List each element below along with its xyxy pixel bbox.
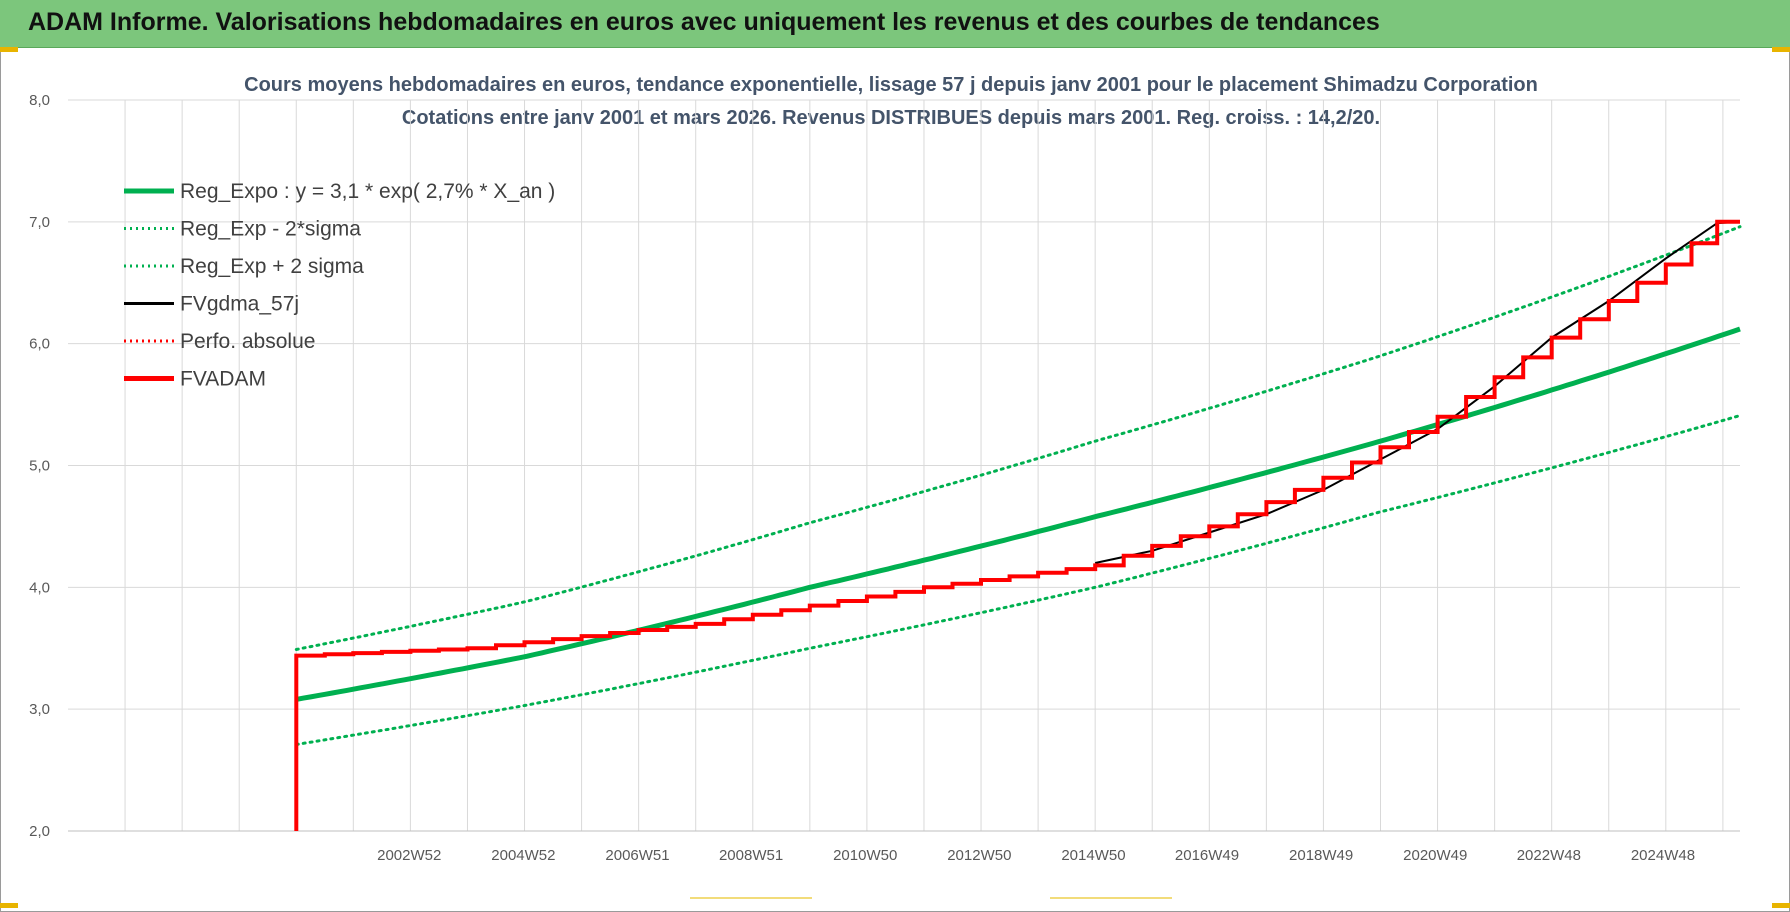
y-tick-label: 2,0 [29,823,50,840]
corner-mark-top-right [1772,47,1790,52]
series-group [294,219,1742,831]
legend-item-label: FVgdma_57j [180,293,299,316]
series-fvadam [294,219,1740,831]
legend: Reg_Expo : y = 3,1 * exp( 2,7% * X_an ) R… [124,180,555,391]
legend-item-label: Reg_Exp - 2*sigma [180,218,361,241]
y-tick-label: 7,0 [29,214,50,231]
x-tick-label: 2004W52 [491,847,555,864]
chart: Cours moyens hebdomadaires en euros, ten… [29,74,1742,864]
series-fvgdma-57j [1094,220,1741,564]
series-reg-exp-plus-2-sigma [294,225,1742,651]
chart-subtitle: Cotations entre janv 2001 et mars 2026. … [402,107,1380,129]
series-reg-expo [295,326,1741,702]
series-reg-exp-minus-2-sigma [294,414,1742,746]
x-tick-label: 2012W50 [947,847,1011,864]
x-tick-label: 2022W48 [1517,847,1581,864]
legend-item-label: FVADAM [180,368,266,391]
accent-mark [690,897,812,899]
legend-item-label: Reg_Exp + 2 sigma [180,255,364,278]
corner-mark-top-left [0,47,18,52]
y-tick-label: 4,0 [29,579,50,596]
grid [68,99,1740,832]
header-banner: ADAM Informe. Valorisations hebdomadaire… [0,0,1790,48]
page-title: ADAM Informe. Valorisations hebdomadaire… [28,8,1380,36]
corner-mark-bottom-right [1772,903,1790,908]
legend-item-label: Perfo. absolue [180,330,315,353]
x-tick-label: 2008W51 [719,847,783,864]
x-tick-label: 2016W49 [1175,847,1239,864]
axes: 2,0 3,0 4,0 5,0 6,0 7,0 8,0 2002W52 2004W52 2006W… [29,92,1740,864]
x-tick-label: 2014W50 [1061,847,1125,864]
y-tick-label: 5,0 [29,458,50,475]
y-tick-label: 6,0 [29,336,50,353]
x-tick-label: 2018W49 [1289,847,1353,864]
x-tick-label: 2010W50 [833,847,897,864]
corner-mark-bottom-left [0,903,18,908]
y-tick-label: 8,0 [29,92,50,109]
legend-item-label: Reg_Expo : y = 3,1 * exp( 2,7% * X_an ) [180,180,555,203]
x-tick-label: 2006W51 [605,847,669,864]
x-tick-label: 2024W48 [1631,847,1695,864]
y-tick-label: 3,0 [29,701,50,718]
accent-mark [1050,897,1172,899]
chart-title: Cours moyens hebdomadaires en euros, ten… [244,74,1538,96]
x-tick-label: 2002W52 [377,847,441,864]
x-tick-label: 2020W49 [1403,847,1467,864]
